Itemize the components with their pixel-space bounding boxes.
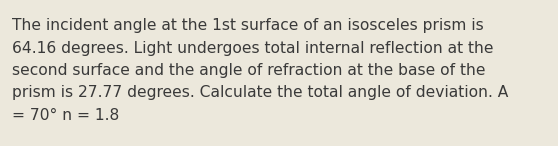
Text: = 70° n = 1.8: = 70° n = 1.8 — [12, 108, 119, 123]
Text: The incident angle at the 1st surface of an isosceles prism is: The incident angle at the 1st surface of… — [12, 18, 484, 33]
Text: prism is 27.77 degrees. Calculate the total angle of deviation. A: prism is 27.77 degrees. Calculate the to… — [12, 86, 508, 100]
Text: 64.16 degrees. Light undergoes total internal reflection at the: 64.16 degrees. Light undergoes total int… — [12, 40, 493, 55]
Text: second surface and the angle of refraction at the base of the: second surface and the angle of refracti… — [12, 63, 485, 78]
